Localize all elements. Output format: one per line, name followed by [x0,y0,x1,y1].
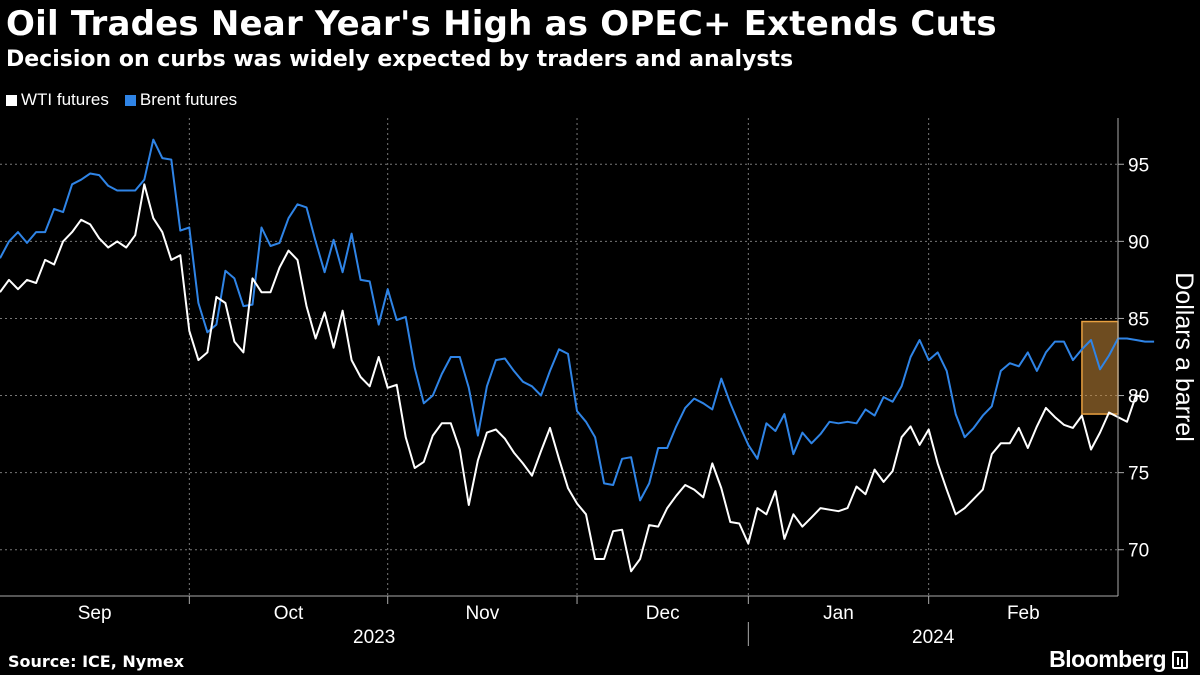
source-note: Source: ICE, Nymex [8,652,185,671]
x-tick-label-dec: Dec [646,603,680,624]
x-tick-label-feb: Feb [1007,603,1040,624]
brand-name: Bloomberg [1049,646,1166,672]
legend-swatch-wti [6,94,17,106]
chart-title: Oil Trades Near Year's High as OPEC+ Ext… [6,4,997,44]
legend-label-brent: Brent futures [139,90,238,109]
x-tick-label-jan: Jan [823,603,854,624]
axis-layer: 70 75 80 85 90 95 Sep Oct Nov Dec Jan Feb 2023 2024 Do… [0,118,1198,648]
legend-swatch-brent [124,94,136,106]
x-tick-label-sep: Sep [78,603,112,624]
y-axis-title: Dollars a barrel [1170,272,1198,442]
y-tick-label-95: 95 [1128,155,1149,176]
series-line-brent [0,138,1155,502]
year-label-2023: 2023 [353,627,395,648]
legend-item-wti: WTI futures [6,90,109,110]
y-tick-label-80: 80 [1128,387,1149,408]
legend-item-brent: Brent futures [124,90,238,110]
bloomberg-logo: Bloomberg [1049,646,1188,673]
y-tick-label-85: 85 [1128,309,1149,330]
bar-chart-icon [1172,650,1188,669]
x-tick-label-nov: Nov [465,603,499,624]
y-tick-label-70: 70 [1128,541,1149,562]
year-label-2024: 2024 [912,627,955,648]
series-layer [0,138,1155,573]
chart-subtitle: Decision on curbs was widely expected by… [6,47,794,72]
grid-layer [0,118,1118,596]
legend: WTI futures Brent futures [6,90,237,110]
x-tick-label-oct: Oct [274,603,304,624]
y-tick-label-75: 75 [1128,464,1149,485]
y-tick-label-90: 90 [1128,232,1149,253]
legend-label-wti: WTI futures [21,90,109,109]
series-line-wti [0,183,1146,573]
